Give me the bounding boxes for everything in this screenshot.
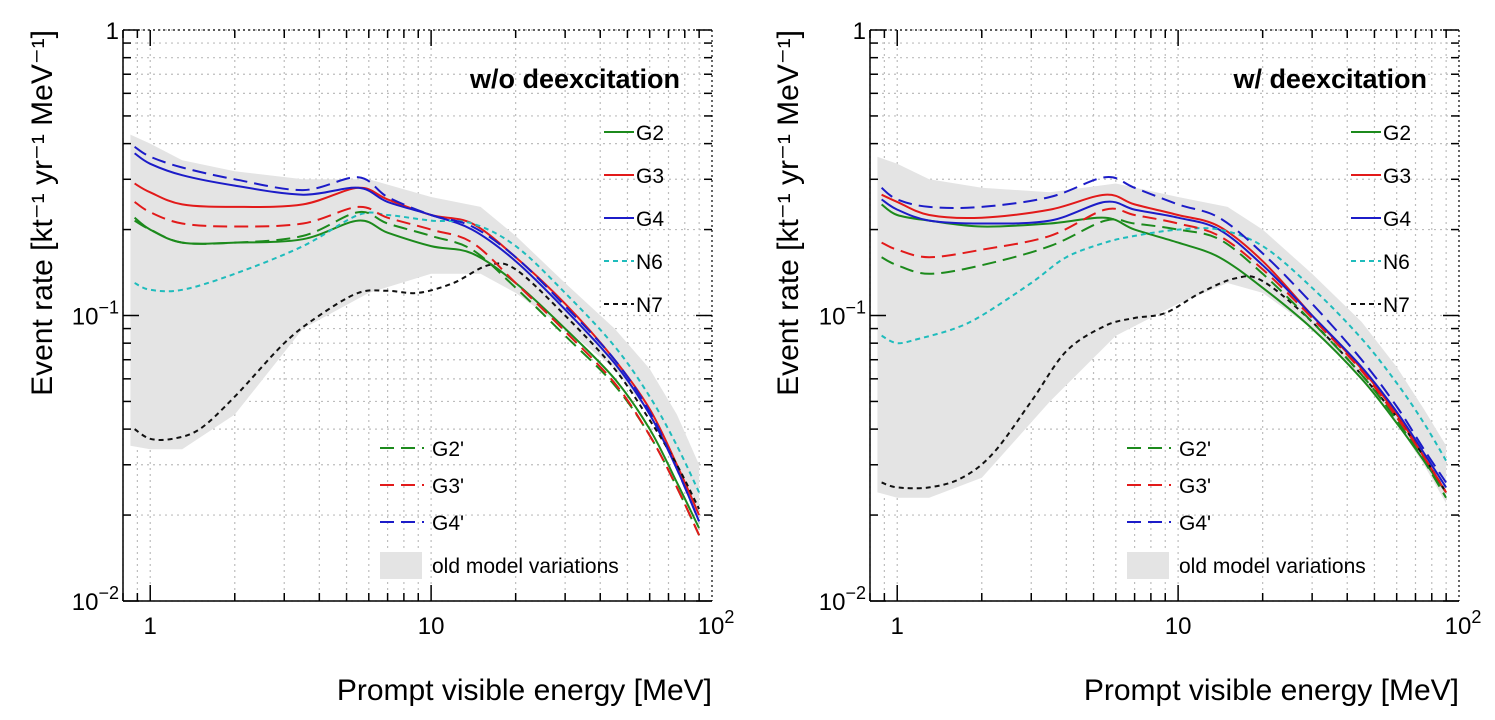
legend-label-g4-prime: G4' xyxy=(1179,512,1211,535)
axis-ticks xyxy=(122,29,712,602)
old-model-variations-band xyxy=(130,134,700,522)
y-tick-label-base: 10 xyxy=(72,304,99,331)
series-line-n7 xyxy=(134,262,700,510)
series-line-n7 xyxy=(881,275,1447,493)
panel-title: w/ deexcitation xyxy=(1232,64,1427,94)
y-tick-label-exponent: −1 xyxy=(98,298,119,318)
panel-title: w/o deexcitation xyxy=(469,64,680,94)
series-line-g3 xyxy=(881,193,1447,493)
x-tick-label-base: 10 xyxy=(418,613,445,640)
series-line-g4-prime xyxy=(880,176,1447,484)
y-tick-label: 10−1 xyxy=(72,298,119,331)
x-axis-title: Prompt visible energy [MeV] xyxy=(1084,674,1459,707)
x-tick-label-base: 10 xyxy=(1165,613,1192,640)
x-tick-label-exponent: 2 xyxy=(724,607,734,627)
legend-label-g2: G2 xyxy=(1383,122,1411,145)
x-tick-label: 10 xyxy=(418,613,445,640)
x-tick-label: 1 xyxy=(891,613,904,640)
legend: G2 G3 G4 N6 N7 G2' G3' G4' old model variations xyxy=(380,122,664,579)
legend-label-g3-prime: G3' xyxy=(432,475,464,498)
legend-label-n6: N6 xyxy=(636,251,663,274)
x-tick-label-exponent: 2 xyxy=(1471,607,1481,627)
series-lines xyxy=(880,176,1447,499)
y-tick-label: 1 xyxy=(853,18,866,45)
series-line-g4 xyxy=(881,198,1447,488)
series-line-g2-prime xyxy=(881,218,1447,499)
y-tick-label-exponent: −2 xyxy=(98,583,119,603)
series-line-g3-prime xyxy=(134,201,701,536)
series-line-n6 xyxy=(881,227,1447,462)
legend-label-g3: G3 xyxy=(1383,165,1411,188)
legend-label-g2-prime: G2' xyxy=(1179,438,1211,461)
y-tick-label: 10−2 xyxy=(819,583,866,616)
y-axis-title: Event rate [kt⁻¹ yr⁻¹ MeV⁻¹] xyxy=(772,30,805,396)
y-tick-label-exponent: −2 xyxy=(845,583,866,603)
y-tick-label-base: 1 xyxy=(106,18,119,45)
legend-label-g3: G3 xyxy=(636,165,664,188)
x-tick-label-base: 10 xyxy=(1445,613,1472,640)
axis-ticks xyxy=(869,29,1459,602)
legend-label-g4: G4 xyxy=(1383,208,1411,231)
legend-swatch-old-model-variations xyxy=(1127,552,1169,579)
x-tick-label: 1 xyxy=(144,613,157,640)
legend-label-g4: G4 xyxy=(636,208,664,231)
legend-label-n7: N7 xyxy=(1383,294,1410,317)
x-tick-label: 10 xyxy=(1165,613,1192,640)
series-line-g3-prime xyxy=(881,207,1447,493)
legend: G2 G3 G4 N6 N7 G2' G3' G4' old model variations xyxy=(1127,122,1411,579)
grid xyxy=(869,29,1459,602)
x-tick-label: 102 xyxy=(698,607,735,640)
legend-label-g2: G2 xyxy=(636,122,664,145)
x-tick-label-base: 1 xyxy=(891,613,904,640)
legend-label-old-model-variations: old model variations xyxy=(1179,555,1366,578)
legend-label-g2-prime: G2' xyxy=(432,438,464,461)
legend-label-old-model-variations: old model variations xyxy=(432,555,619,578)
legend-label-g4-prime: G4' xyxy=(432,512,464,535)
old-model-variations-band xyxy=(877,156,1447,504)
x-tick-label: 102 xyxy=(1445,607,1482,640)
x-axis-title: Prompt visible energy [MeV] xyxy=(337,674,712,707)
y-tick-label-base: 10 xyxy=(72,589,99,616)
y-axis-title: Event rate [kt⁻¹ yr⁻¹ MeV⁻¹] xyxy=(26,30,59,396)
y-tick-label-exponent: −1 xyxy=(845,298,866,318)
series-line-g4-prime xyxy=(134,145,701,522)
series-lines xyxy=(133,145,701,536)
y-tick-label: 10−1 xyxy=(819,298,866,331)
legend-label-g3-prime: G3' xyxy=(1179,475,1211,498)
y-tick-label-base: 10 xyxy=(819,589,846,616)
legend-label-n6: N6 xyxy=(1383,251,1410,274)
y-tick-label: 10−2 xyxy=(72,583,119,616)
x-tick-label-base: 10 xyxy=(698,613,725,640)
y-tick-label-base: 1 xyxy=(853,18,866,45)
legend-label-n7: N7 xyxy=(636,294,663,317)
y-tick-label: 1 xyxy=(106,18,119,45)
series-line-n6 xyxy=(134,211,701,493)
y-tick-label-base: 10 xyxy=(819,304,846,331)
legend-swatch-old-model-variations xyxy=(380,552,422,579)
x-tick-label-base: 1 xyxy=(144,613,157,640)
